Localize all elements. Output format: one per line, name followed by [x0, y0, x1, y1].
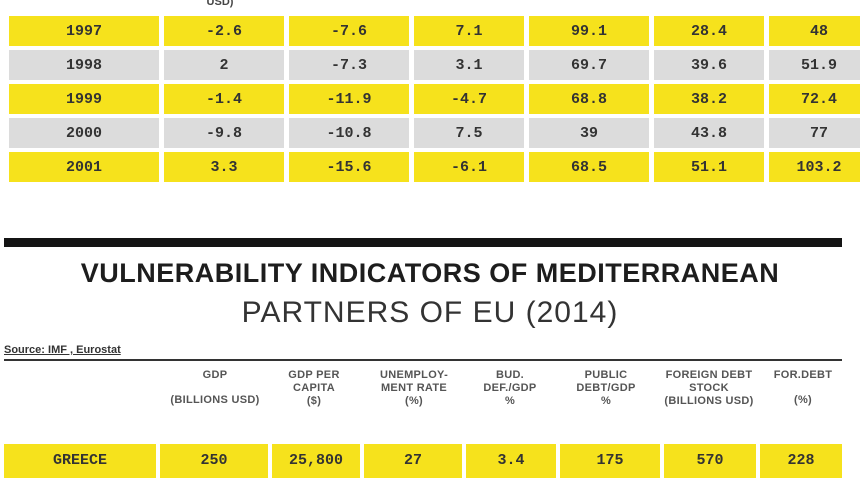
column-header-foreign-debt: FOR.DEBT (%) [760, 369, 846, 407]
column-header-gdp: GDP (BILLIONS USD) [170, 369, 260, 407]
value-cell: 51.9 [769, 50, 860, 80]
value-cell: 2 [164, 50, 284, 80]
value-cell: 99.1 [529, 16, 649, 46]
column-header-foreign-debt-stock: FOREIGN DEBT STOCK (BILLIONS USD) [664, 369, 754, 408]
value-cell: 3.3 [164, 152, 284, 182]
year-cell: 2000 [9, 118, 159, 148]
value-cell: 69.7 [529, 50, 649, 80]
budget-deficit-cell: 3.4 [497, 452, 525, 469]
unemployment-cell: 27 [403, 452, 422, 469]
table-row: 1998 2 -7.3 3.1 69.7 39.6 51.9 [9, 50, 860, 80]
value-cell: -7.6 [289, 16, 409, 46]
value-cell: -9.8 [164, 118, 284, 148]
cell-divider [268, 444, 272, 478]
country-cell: GREECE [52, 452, 107, 469]
cell-divider [556, 444, 560, 478]
value-cell: 72.4 [769, 84, 860, 114]
value-cell: -11.9 [289, 84, 409, 114]
foreign-debt-stock-cell: 570 [696, 452, 724, 469]
value-cell: 68.5 [529, 152, 649, 182]
value-cell: 103.2 [769, 152, 860, 182]
public-debt-cell: 175 [596, 452, 624, 469]
cell-divider [360, 444, 364, 478]
column-header-unit: (BILLIONS USD) [170, 394, 260, 406]
column-header-label: FOR.DEBT [773, 369, 833, 381]
value-cell: -1.4 [164, 84, 284, 114]
value-cell: 68.8 [529, 84, 649, 114]
value-cell: -10.8 [289, 118, 409, 148]
section-divider [4, 238, 842, 247]
section-subtitle: PARTNERS OF EU (2014) [241, 296, 619, 329]
value-cell: 7.5 [414, 118, 524, 148]
column-header-label: PUBLIC DEBT/GDP [576, 369, 636, 394]
top-column-header-partial: USD) [206, 0, 234, 8]
column-header-unit: (%) [793, 394, 812, 406]
value-cell: 39 [529, 118, 649, 148]
column-header-budget-deficit: BUD. DEF./GDP % [470, 369, 550, 408]
value-cell: -15.6 [289, 152, 409, 182]
gdp-per-capita-cell: 25,800 [288, 452, 343, 469]
column-header-label: FOREIGN DEBT STOCK [665, 369, 753, 394]
column-header-unit: % [504, 395, 516, 407]
cell-divider [756, 444, 760, 478]
value-cell: 43.8 [654, 118, 764, 148]
value-cell: -4.7 [414, 84, 524, 114]
value-cell: 7.1 [414, 16, 524, 46]
column-header-unit: % [600, 395, 612, 407]
value-cell: 38.2 [654, 84, 764, 114]
table-row: 2001 3.3 -15.6 -6.1 68.5 51.1 103.2 [9, 152, 860, 182]
year-cell: 1998 [9, 50, 159, 80]
column-header-label: GDP PER CAPITA [288, 369, 340, 394]
foreign-debt-cell: 228 [787, 452, 815, 469]
value-cell: 28.4 [654, 16, 764, 46]
value-cell: -7.3 [289, 50, 409, 80]
column-header-unit: (BILLIONS USD) [664, 395, 754, 407]
value-cell: -6.1 [414, 152, 524, 182]
section-title: VULNERABILITY INDICATORS OF MEDITERRANEA… [80, 258, 780, 288]
value-cell: 77 [769, 118, 860, 148]
cell-divider [660, 444, 664, 478]
historical-indicators-table: 1997 -2.6 -7.6 7.1 99.1 28.4 48 1998 2 -… [4, 12, 860, 186]
header-rule [4, 359, 842, 361]
column-header-gdp-per-capita: GDP PER CAPITA ($) [268, 369, 360, 408]
value-cell: -2.6 [164, 16, 284, 46]
column-header-public-debt: PUBLIC DEBT/GDP % [560, 369, 652, 408]
value-cell: 39.6 [654, 50, 764, 80]
value-cell: 48 [769, 16, 860, 46]
value-cell: 51.1 [654, 152, 764, 182]
year-cell: 1997 [9, 16, 159, 46]
column-header-unit: ($) [306, 395, 322, 407]
column-header-unemployment: UNEMPLOY-MENT RATE (%) [364, 369, 464, 408]
column-header-label: UNEMPLOY-MENT RATE [379, 369, 449, 394]
greece-row [4, 444, 842, 478]
cell-divider [462, 444, 466, 478]
column-header-label: BUD. DEF./GDP [483, 369, 537, 394]
table-row: 1999 -1.4 -11.9 -4.7 68.8 38.2 72.4 [9, 84, 860, 114]
table-row: 1997 -2.6 -7.6 7.1 99.1 28.4 48 [9, 16, 860, 46]
table-row: 2000 -9.8 -10.8 7.5 39 43.8 77 [9, 118, 860, 148]
value-cell: 3.1 [414, 50, 524, 80]
year-cell: 1999 [9, 84, 159, 114]
gdp-cell: 250 [200, 452, 228, 469]
source-note: Source: IMF , Eurostat [4, 344, 121, 356]
column-header-label: GDP [202, 369, 228, 381]
column-header-unit: (%) [404, 395, 423, 407]
year-cell: 2001 [9, 152, 159, 182]
cell-divider [156, 444, 160, 478]
